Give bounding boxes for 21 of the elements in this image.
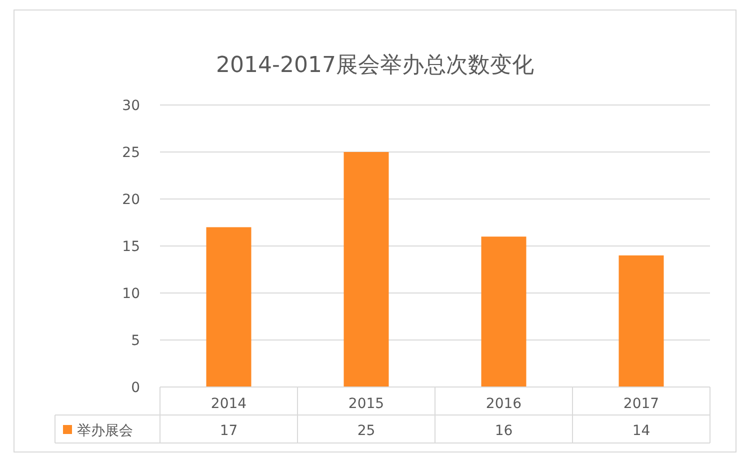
data-label: 14: [632, 423, 650, 439]
y-tick-label: 0: [131, 380, 140, 396]
y-tick-label: 15: [122, 239, 140, 255]
bar: [344, 152, 389, 387]
x-tick-label: 2015: [348, 396, 384, 412]
x-tick-label: 2014: [210, 396, 247, 412]
y-tick-label: 5: [131, 333, 140, 349]
x-tick-label: 2016: [486, 396, 522, 412]
chart-title: 2014-2017展会举办总次数变化: [216, 53, 534, 78]
bar: [481, 236, 526, 387]
y-tick-label: 25: [122, 145, 140, 161]
y-tick-label: 10: [122, 286, 140, 302]
y-tick-label: 30: [122, 98, 140, 114]
data-label: 17: [220, 423, 238, 439]
data-label: 16: [494, 423, 513, 439]
bar: [618, 255, 664, 387]
legend-label: 举办展会: [77, 423, 133, 439]
y-tick-label: 20: [122, 192, 140, 208]
bar: [206, 227, 252, 387]
data-label: 25: [357, 423, 376, 439]
x-tick-label: 2017: [623, 396, 660, 412]
